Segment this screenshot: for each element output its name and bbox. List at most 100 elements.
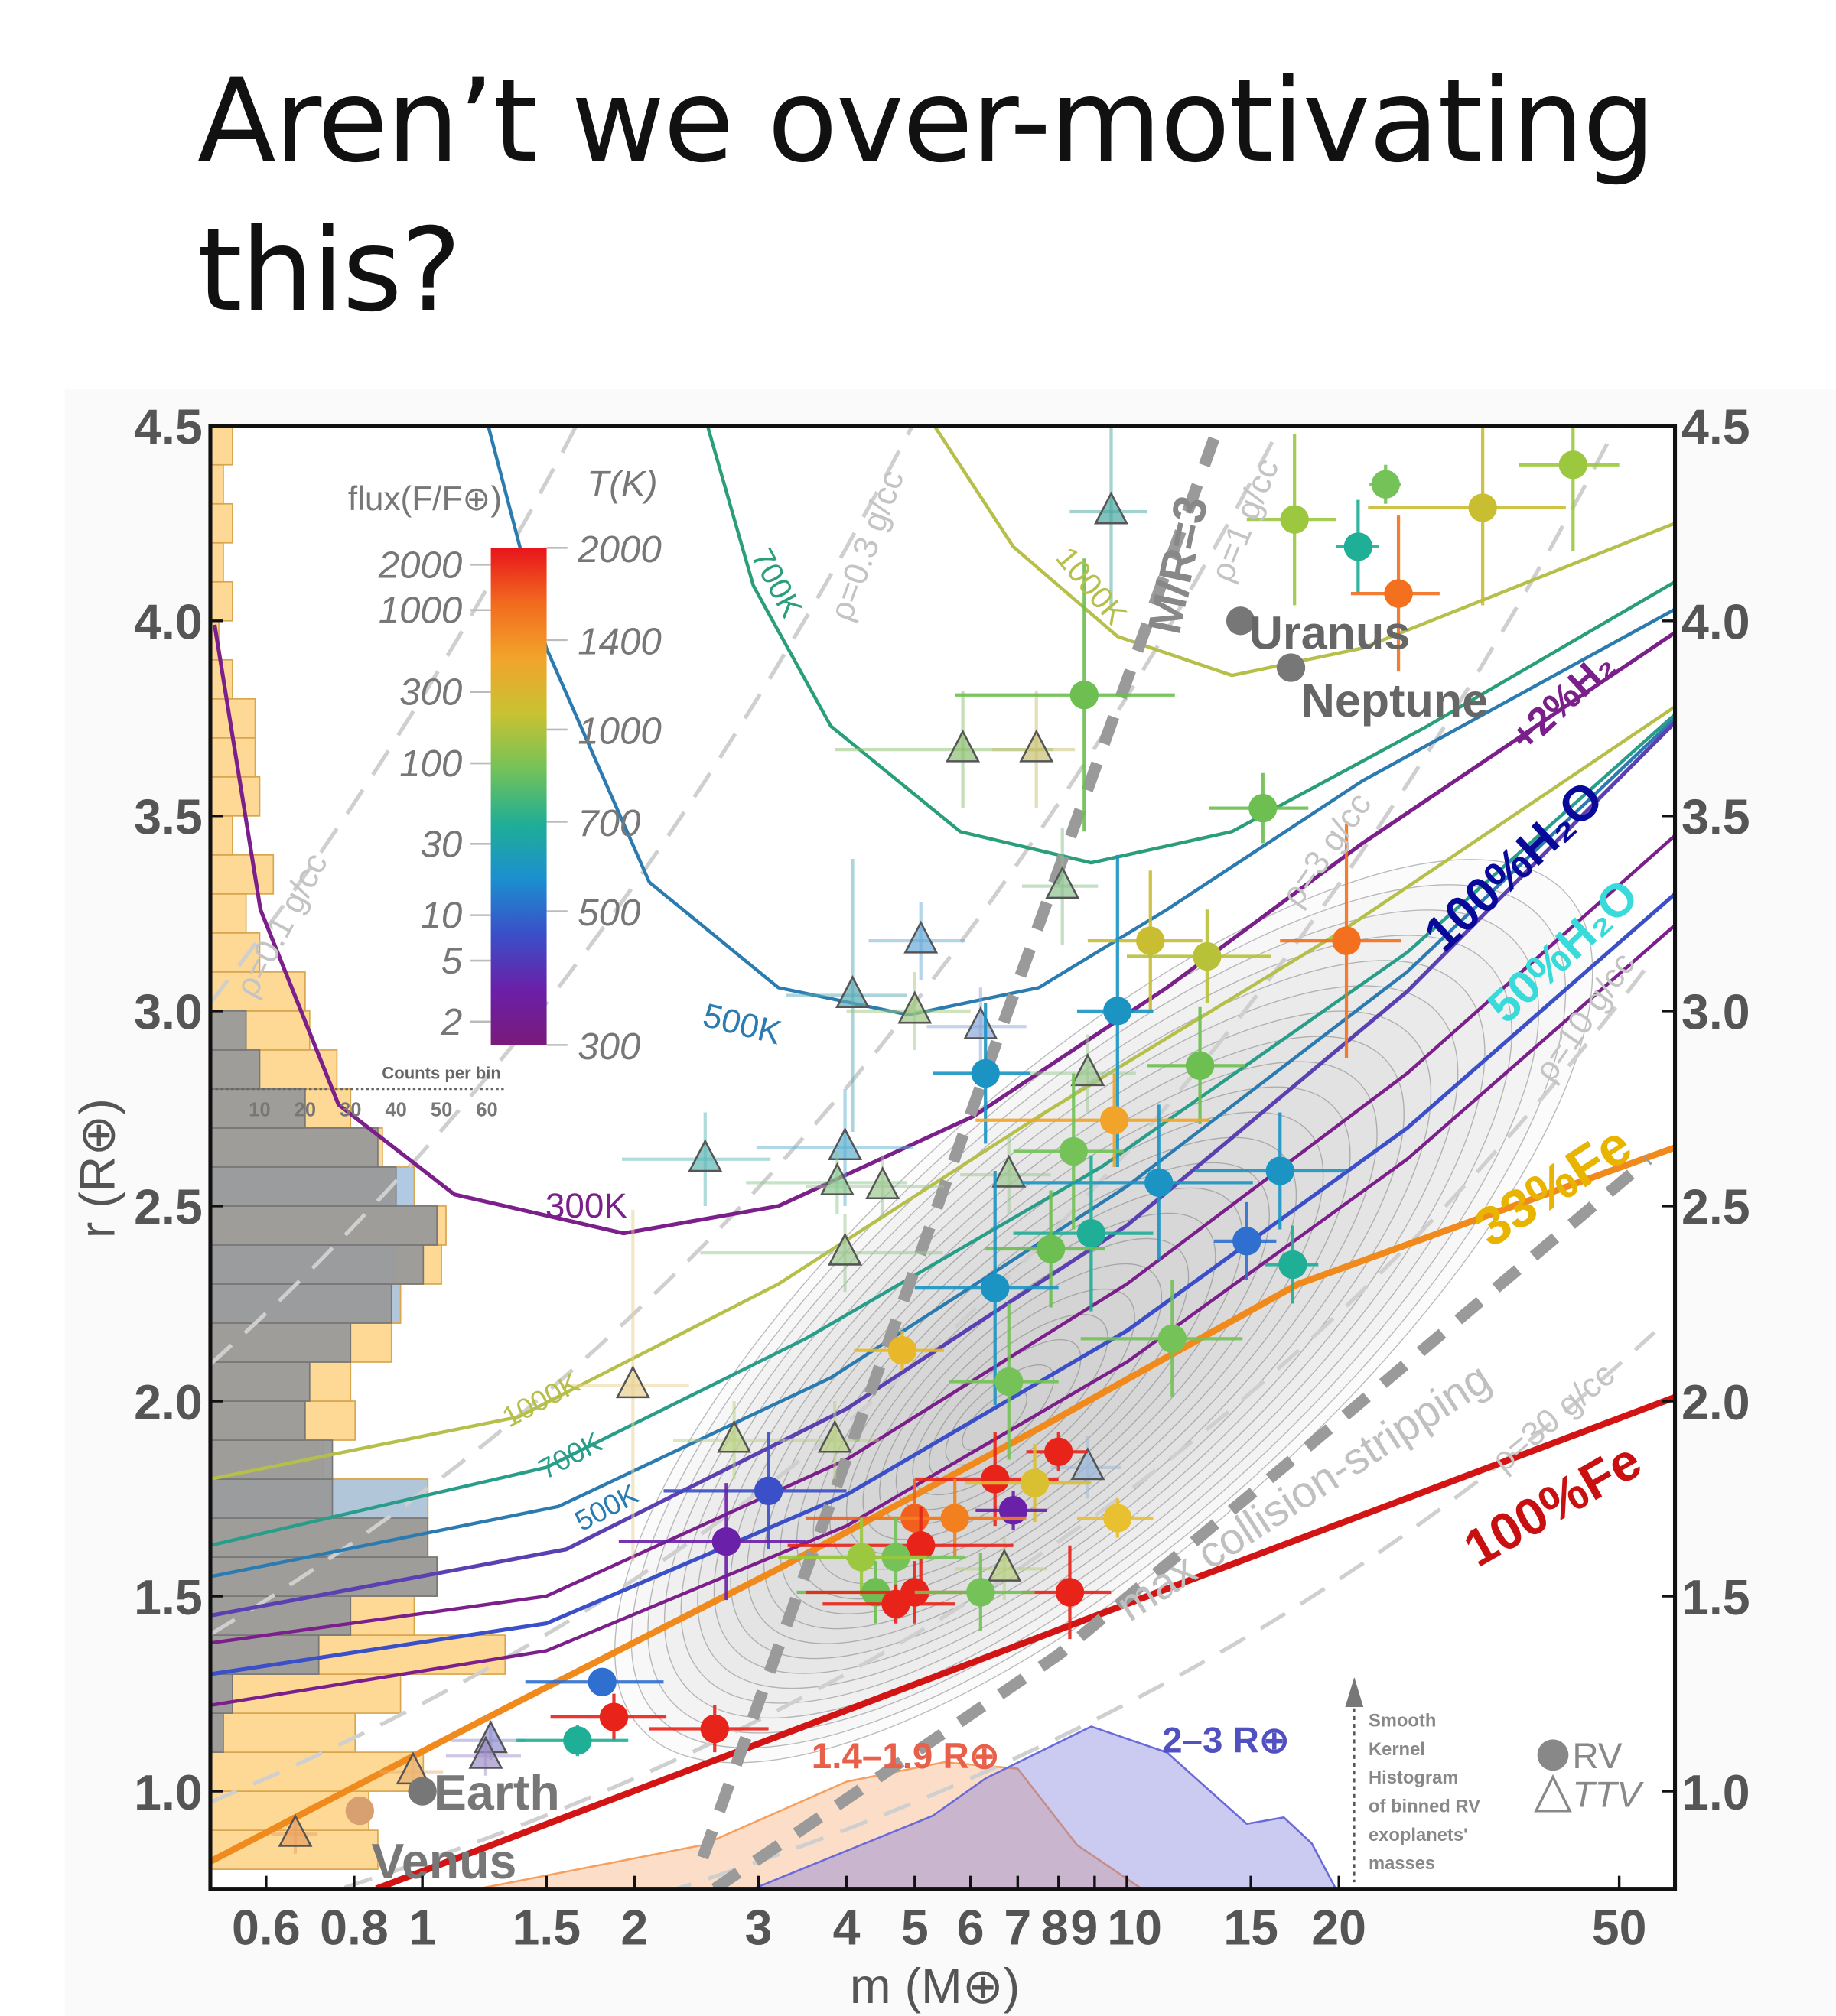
count-tick-label: 50 xyxy=(431,1100,452,1121)
ttv-point xyxy=(717,1419,752,1453)
flux-tick-label: 10 xyxy=(420,895,462,937)
temp-tick-label: 1400 xyxy=(578,620,662,662)
count-tick-label: 10 xyxy=(249,1100,270,1121)
histogram-bar xyxy=(210,1322,352,1363)
rv-point xyxy=(1232,1227,1261,1256)
y-tick-label-left: 2.0 xyxy=(134,1375,203,1430)
rv-point xyxy=(1020,1468,1050,1497)
temperature-curve xyxy=(933,425,1675,678)
temp-tick-label: 1000 xyxy=(578,710,662,753)
x-tick-label: 15 xyxy=(1223,1901,1278,1956)
temperature-curve xyxy=(210,834,1675,1645)
rv-point xyxy=(1468,493,1497,522)
histogram-bar xyxy=(210,1400,306,1441)
composition-curve xyxy=(210,1144,1675,1865)
rv-point xyxy=(1157,1324,1187,1354)
temp-tick-label: 700 xyxy=(578,802,640,844)
temp-tick-label: 2000 xyxy=(577,528,662,571)
y-tick-label-right: 3.5 xyxy=(1681,790,1750,845)
ttv-point xyxy=(1094,491,1128,525)
model-curves xyxy=(210,425,1675,1889)
rv-point xyxy=(1144,1168,1174,1198)
kde-note-line: Kernel xyxy=(1369,1739,1425,1760)
rv-point xyxy=(998,1496,1028,1525)
y-tick-label-left: 3.0 xyxy=(134,985,203,1040)
histogram-bar xyxy=(210,932,261,973)
rv-point xyxy=(1103,997,1132,1026)
density-line xyxy=(210,425,579,1005)
ttv-point xyxy=(615,1365,650,1399)
x-tick-label: 8 xyxy=(1041,1901,1069,1956)
ttv-point xyxy=(835,974,870,1009)
temp-tick-label: 300 xyxy=(578,1026,640,1068)
temperature-curve xyxy=(210,705,1675,1481)
flux-tick-label: 300 xyxy=(399,671,462,714)
histogram-bar xyxy=(210,1088,306,1129)
rv-point xyxy=(1055,1578,1085,1607)
rv-point xyxy=(994,1367,1024,1397)
kde-note-line: Smooth xyxy=(1369,1710,1436,1731)
histogram-bar xyxy=(210,1556,438,1597)
count-tick-label: 40 xyxy=(386,1100,407,1121)
x-axis-label: m (M⊕) xyxy=(850,1959,1020,2014)
colorbar-gradient xyxy=(490,548,547,1045)
earth-label: Earth xyxy=(434,1765,560,1820)
y-tick-label-right: 2.5 xyxy=(1681,1180,1750,1235)
x-tick-label: 10 xyxy=(1107,1901,1162,1956)
rv-point xyxy=(981,1273,1010,1302)
flux-tick-label: 2 xyxy=(441,1001,462,1043)
composition-curve xyxy=(210,892,1675,1676)
histogram-bar xyxy=(210,1166,397,1207)
rv-point xyxy=(599,1702,629,1731)
histogram-bar xyxy=(210,1478,334,1519)
rv-point xyxy=(588,1667,617,1696)
rv-point xyxy=(1265,1156,1294,1185)
reference-line xyxy=(711,1154,1652,1889)
y-tick-label-right: 1.0 xyxy=(1681,1765,1750,1820)
histogram-bar xyxy=(210,854,275,895)
rv-point xyxy=(1076,1218,1106,1248)
flux-tick-label: 5 xyxy=(441,940,463,982)
x-tick-label: 6 xyxy=(957,1901,985,1956)
x-tick-label: 0.8 xyxy=(320,1901,389,1956)
ttv-point xyxy=(987,1548,1022,1582)
density-line xyxy=(210,425,915,1366)
rv-point xyxy=(1248,793,1278,823)
ttv-point xyxy=(903,920,939,954)
rv-point xyxy=(887,1336,917,1365)
flux-tick-label: 30 xyxy=(420,823,462,865)
solar-planet-neptune xyxy=(1276,653,1306,682)
histogram-bar xyxy=(210,1283,392,1324)
y-tick-label-left: 3.5 xyxy=(134,790,203,845)
flux-tick-label: 2000 xyxy=(378,544,462,586)
x-tick-label: 4 xyxy=(833,1901,861,1956)
rv-point xyxy=(1558,450,1587,480)
y-axis-label: r (R⊕) xyxy=(70,1098,125,1238)
y-tick-label-left: 4.5 xyxy=(134,400,203,455)
histogram-bar xyxy=(210,815,233,856)
ttv-point xyxy=(468,1735,503,1769)
rv-point xyxy=(1193,941,1222,971)
x-tick-label: 1 xyxy=(409,1901,436,1956)
label-300k: 300K xyxy=(545,1186,627,1225)
rv-point xyxy=(847,1543,876,1572)
temperature-curve xyxy=(210,713,1675,1547)
x-tick-label: 3 xyxy=(745,1901,773,1956)
solar-planet-uranus xyxy=(1226,606,1255,636)
ttv-point xyxy=(1045,866,1080,899)
rv-point xyxy=(1384,579,1413,608)
histogram-bar xyxy=(210,502,233,544)
count-tick-label: 60 xyxy=(476,1100,497,1121)
kde-note-line: of binned RV xyxy=(1369,1796,1480,1816)
legend-ttv-label: TTV xyxy=(1572,1775,1644,1816)
composition-curve xyxy=(210,720,1675,1618)
composition-curve xyxy=(213,624,1675,1236)
rv-point xyxy=(1069,681,1099,710)
ttv-point xyxy=(991,1154,1027,1188)
rv-point xyxy=(1371,470,1400,499)
legend-rv-icon xyxy=(1537,1739,1569,1771)
y-tick-label-right: 4.5 xyxy=(1681,400,1750,455)
colorbar-flux-title: flux(F/F⊕) xyxy=(348,480,502,518)
y-tick-label-right: 1.5 xyxy=(1681,1570,1750,1625)
kde-note-line: exoplanets' xyxy=(1369,1825,1468,1845)
